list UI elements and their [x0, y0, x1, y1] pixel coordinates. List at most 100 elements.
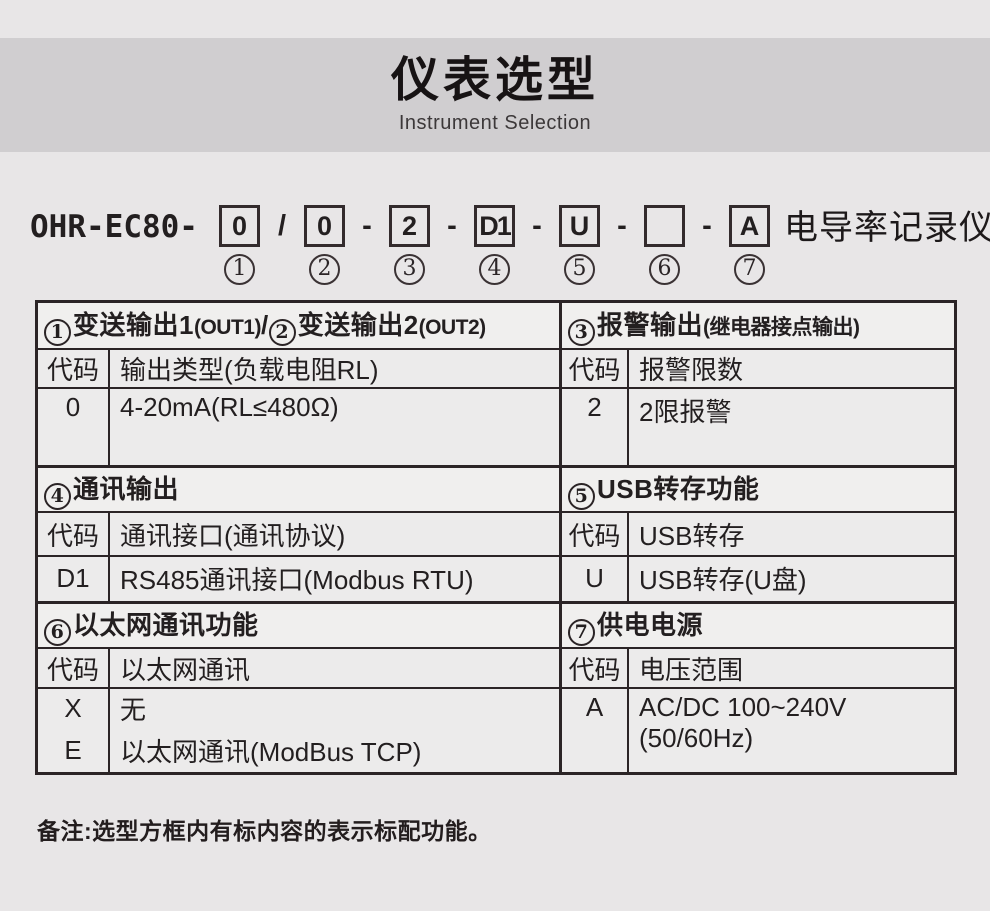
desc-cell: 以太网通讯(ModBus TCP) [108, 728, 561, 772]
section-header-sep: / [260, 310, 269, 340]
footnote: 备注:选型方框内有标内容的表示标配功能。 [37, 818, 492, 844]
table-row: A AC/DC 100~240V (50/60Hz) [562, 687, 954, 772]
circled-number-1: 1 [223, 254, 255, 285]
circled-number-icon: 3 [568, 319, 595, 346]
desc-column-header: 以太网通讯 [108, 647, 561, 689]
circled-number-4: 4 [478, 254, 510, 285]
circled-number-icon: 7 [568, 618, 595, 646]
section-header-text: USB转存功能 [597, 473, 760, 504]
code-cell: X [38, 687, 110, 728]
desc-cell: 无 [108, 687, 561, 728]
circled-number-7: 7 [733, 254, 765, 285]
desc-cell: 4-20mA(RL≤480Ω) [108, 387, 561, 467]
code-column-header: 代码 [562, 647, 629, 689]
page-title: 仪表选型 [390, 54, 599, 108]
section-header-6: 6 以太网通讯功能 [38, 600, 561, 649]
model-segment-4: D1 4 [473, 205, 515, 285]
section-header-text: 报警输出 [597, 310, 704, 340]
section-header-3: 3 报警输出(继电器接点输出) [562, 303, 954, 350]
model-code-box-1: 0 [218, 205, 260, 247]
table-row: 2 2限报警 [562, 387, 954, 467]
desc-cell: USB转存(U盘) [627, 555, 954, 603]
circled-number-icon: 6 [44, 618, 71, 646]
table-row: E 以太网通讯(ModBus TCP) [38, 728, 561, 772]
model-segment-5: U 5 [558, 205, 600, 285]
dash-separator: - [617, 210, 627, 242]
desc-line-2: (50/60Hz) [639, 723, 754, 753]
column-header-row: 代码 USB转存 [562, 511, 954, 557]
section-header-paren: (OUT1) [193, 316, 262, 339]
code-cell: U [562, 555, 629, 603]
model-code-box-2: 0 [303, 205, 345, 247]
desc-line-1: AC/DC 100~240V [639, 692, 847, 722]
desc-column-header: 输出类型(负载电阻RL) [108, 348, 561, 389]
selection-table-left: 1 变送输出1(OUT1)/2 变送输出2(OUT2) 代码 输出类型(负载电阻RL… [38, 303, 562, 772]
model-code-box-5: U [558, 205, 600, 247]
model-code-line: OHR-EC80- 0 1 / 0 2 - 2 3 - D1 4 - U 5 -… [30, 205, 990, 285]
selection-table: 1 变送输出1(OUT1)/2 变送输出2(OUT2) 代码 输出类型(负载电阻RL… [35, 300, 957, 775]
column-header-row: 代码 通讯接口(通讯协议) [38, 511, 561, 557]
circled-number-icon: 4 [44, 482, 71, 510]
dash-separator: - [447, 210, 457, 242]
circled-number-2: 2 [308, 254, 340, 285]
desc-column-header: USB转存 [627, 511, 954, 557]
code-cell: A [562, 687, 629, 772]
circled-number-5: 5 [563, 254, 595, 285]
desc-column-header: 通讯接口(通讯协议) [108, 511, 561, 557]
model-code-box-7: A [728, 205, 770, 247]
section-header-text: 供电电源 [597, 609, 704, 640]
circled-number-3: 3 [393, 254, 425, 285]
section-header-7: 7 供电电源 [562, 600, 954, 649]
model-code-box-6-empty [643, 205, 685, 247]
column-header-row: 代码 电压范围 [562, 647, 954, 689]
code-cell: 2 [562, 387, 629, 467]
table-row: 0 4-20mA(RL≤480Ω) [38, 387, 561, 467]
model-suffix: 电导率记录仪 [783, 209, 990, 247]
column-header-row: 代码 报警限数 [562, 348, 954, 389]
desc-cell: AC/DC 100~240V (50/60Hz) [627, 687, 954, 772]
desc-cell: 2限报警 [627, 387, 954, 467]
section-header-paren: (OUT2) [418, 316, 487, 339]
section-header-5: 5 USB转存功能 [562, 464, 954, 513]
code-cell: D1 [38, 555, 110, 603]
code-column-header: 代码 [562, 348, 629, 389]
code-column-header: 代码 [38, 511, 110, 557]
section-header-text: 变送输出2 [297, 310, 419, 340]
model-segment-2: 0 2 [303, 205, 345, 285]
code-cell: E [38, 728, 110, 772]
section-header-4: 4 通讯输出 [38, 464, 561, 513]
section-header-text: 通讯输出 [73, 473, 180, 504]
table-row: D1 RS485通讯接口(Modbus RTU) [38, 555, 561, 603]
section-header-text: 以太网通讯功能 [73, 609, 259, 640]
dash-separator: - [532, 210, 542, 242]
column-header-row: 代码 以太网通讯 [38, 647, 561, 689]
code-cell: 0 [38, 387, 110, 467]
code-column-header: 代码 [562, 511, 629, 557]
circled-number-icon: 5 [568, 482, 595, 510]
desc-cell: RS485通讯接口(Modbus RTU) [108, 555, 561, 603]
model-code-box-3: 2 [388, 205, 430, 247]
slash-separator: / [277, 210, 287, 242]
title-band: 仪表选型 Instrument Selection [0, 38, 990, 152]
desc-column-header: 报警限数 [627, 348, 954, 389]
model-segment-6: 6 [643, 205, 685, 285]
section-header-text: 变送输出1 [73, 310, 194, 340]
code-column-header: 代码 [38, 348, 110, 389]
section-header-paren: (继电器接点输出) [703, 316, 860, 339]
column-header-row: 代码 输出类型(负载电阻RL) [38, 348, 561, 389]
table-row: U USB转存(U盘) [562, 555, 954, 603]
section-header-1-2: 1 变送输出1(OUT1)/2 变送输出2(OUT2) [38, 303, 561, 350]
dash-separator: - [362, 210, 372, 242]
table-row: X 无 [38, 687, 561, 728]
circled-number-icon: 1 [44, 319, 71, 346]
model-code-box-4: D1 [473, 205, 515, 247]
selection-table-right: 3 报警输出(继电器接点输出) 代码 报警限数 2 2限报警 5 USB转存功能 代… [562, 303, 954, 772]
circled-number-6: 6 [648, 254, 680, 285]
model-segment-3: 2 3 [388, 205, 430, 285]
model-prefix: OHR-EC80- [30, 209, 198, 245]
circled-number-icon: 2 [268, 319, 296, 346]
model-segment-1: 0 1 [218, 205, 260, 285]
dash-separator: - [702, 210, 712, 242]
model-segment-7: A 7 [728, 205, 770, 285]
